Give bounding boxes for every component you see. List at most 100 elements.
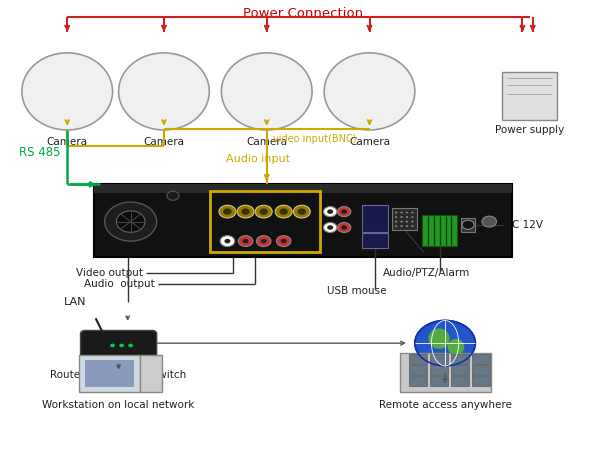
Text: USB mouse: USB mouse (327, 286, 387, 296)
Text: Audio  output: Audio output (84, 279, 155, 289)
Circle shape (293, 205, 310, 218)
Text: Internet: Internet (424, 371, 466, 381)
FancyBboxPatch shape (472, 376, 490, 386)
Circle shape (261, 239, 267, 243)
Circle shape (119, 344, 124, 347)
Circle shape (341, 209, 347, 214)
Circle shape (406, 225, 408, 227)
FancyBboxPatch shape (81, 330, 157, 363)
Circle shape (401, 221, 403, 222)
Circle shape (324, 222, 337, 233)
Circle shape (255, 205, 272, 218)
Text: Camera: Camera (47, 137, 88, 147)
Circle shape (395, 221, 398, 222)
Circle shape (401, 216, 403, 218)
Circle shape (395, 212, 398, 213)
Circle shape (259, 208, 268, 215)
Circle shape (324, 207, 337, 217)
Circle shape (238, 236, 253, 247)
Text: Camera: Camera (144, 137, 184, 147)
Circle shape (411, 212, 414, 213)
Text: video input(BNC): video input(BNC) (273, 134, 356, 144)
Text: Power supply: Power supply (495, 126, 564, 136)
Ellipse shape (324, 53, 415, 130)
Circle shape (327, 225, 333, 230)
Text: Audio/PTZ/Alarm: Audio/PTZ/Alarm (383, 268, 470, 278)
Circle shape (279, 208, 288, 215)
Ellipse shape (22, 53, 113, 130)
Text: Audio input: Audio input (225, 153, 290, 163)
Circle shape (395, 216, 398, 218)
Circle shape (128, 344, 133, 347)
Circle shape (256, 236, 271, 247)
Text: Camera: Camera (246, 137, 287, 147)
Circle shape (401, 225, 403, 227)
FancyBboxPatch shape (430, 354, 448, 364)
FancyBboxPatch shape (422, 215, 457, 246)
Text: Power Connection: Power Connection (243, 7, 363, 20)
Circle shape (406, 212, 408, 213)
FancyBboxPatch shape (140, 355, 162, 392)
FancyBboxPatch shape (430, 365, 448, 375)
FancyBboxPatch shape (451, 376, 469, 386)
Circle shape (338, 222, 351, 233)
FancyBboxPatch shape (502, 72, 558, 120)
Circle shape (482, 216, 496, 227)
Circle shape (116, 211, 145, 233)
Circle shape (411, 225, 414, 227)
FancyBboxPatch shape (461, 217, 474, 232)
Ellipse shape (119, 53, 209, 130)
FancyBboxPatch shape (400, 353, 491, 392)
Text: Router with built in switch: Router with built in switch (50, 370, 187, 380)
FancyBboxPatch shape (95, 184, 511, 257)
Text: Remote access anywhere: Remote access anywhere (379, 400, 511, 410)
FancyBboxPatch shape (392, 208, 418, 230)
FancyBboxPatch shape (451, 354, 469, 364)
Circle shape (237, 205, 254, 218)
Circle shape (276, 236, 291, 247)
FancyBboxPatch shape (362, 205, 388, 232)
Circle shape (401, 212, 403, 213)
Circle shape (275, 205, 292, 218)
Circle shape (219, 205, 236, 218)
Text: Video output: Video output (76, 268, 143, 278)
Circle shape (462, 220, 474, 229)
Circle shape (338, 207, 351, 217)
Text: DC 12V: DC 12V (504, 220, 544, 230)
Circle shape (341, 225, 347, 230)
Circle shape (281, 239, 287, 243)
Circle shape (395, 225, 398, 227)
FancyBboxPatch shape (472, 365, 490, 375)
Circle shape (406, 216, 408, 218)
FancyBboxPatch shape (79, 355, 141, 392)
FancyBboxPatch shape (409, 354, 427, 364)
Circle shape (105, 202, 157, 241)
Circle shape (298, 208, 306, 215)
Text: LAN: LAN (64, 298, 87, 307)
Circle shape (242, 239, 248, 243)
Text: VGA: VGA (426, 250, 448, 260)
Ellipse shape (447, 339, 464, 355)
FancyBboxPatch shape (430, 376, 448, 386)
Circle shape (327, 209, 333, 214)
Circle shape (406, 221, 408, 222)
FancyBboxPatch shape (362, 233, 388, 248)
Circle shape (241, 208, 250, 215)
Circle shape (411, 221, 414, 222)
Circle shape (223, 208, 231, 215)
FancyBboxPatch shape (472, 354, 490, 364)
Circle shape (415, 320, 475, 366)
FancyBboxPatch shape (409, 376, 427, 386)
Circle shape (167, 191, 179, 200)
Circle shape (411, 216, 414, 218)
Ellipse shape (221, 53, 312, 130)
Circle shape (224, 239, 230, 243)
Circle shape (220, 236, 235, 247)
Text: RS 485: RS 485 (19, 146, 61, 159)
Circle shape (110, 344, 115, 347)
Text: Workstation on local network: Workstation on local network (42, 400, 195, 410)
FancyBboxPatch shape (409, 365, 427, 375)
Ellipse shape (428, 329, 450, 349)
FancyBboxPatch shape (451, 365, 469, 375)
Text: Camera: Camera (349, 137, 390, 147)
